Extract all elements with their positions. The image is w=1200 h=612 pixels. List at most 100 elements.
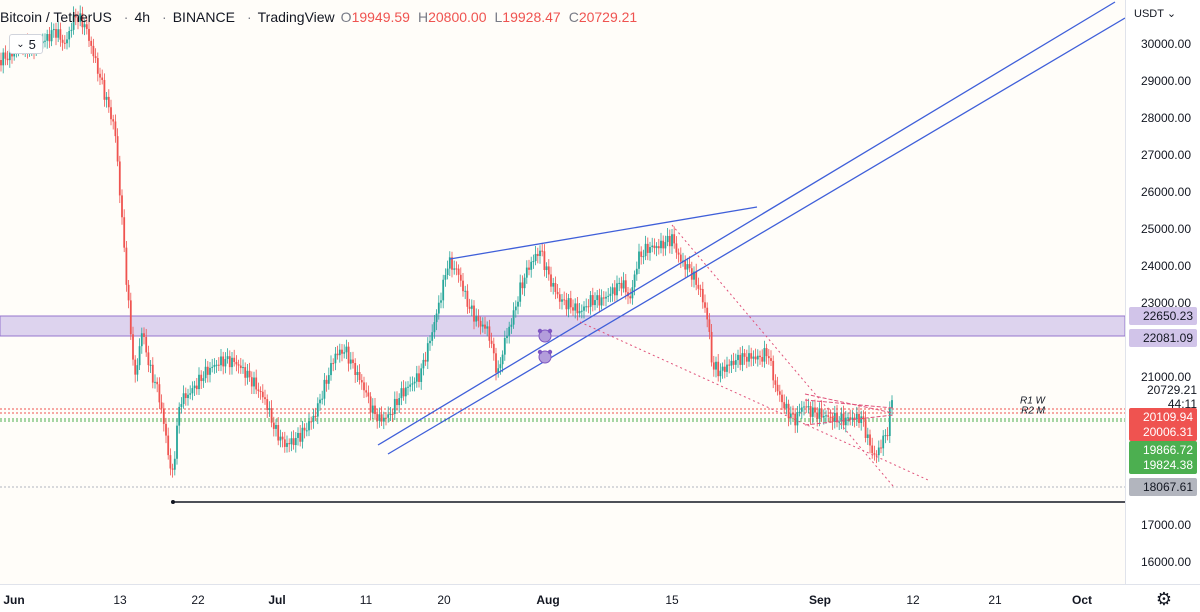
candle-body bbox=[545, 266, 548, 271]
candle-body bbox=[220, 356, 222, 366]
candle-body bbox=[259, 391, 262, 393]
candle-body bbox=[864, 419, 867, 438]
price-tick-label: 23000.00 bbox=[1140, 296, 1191, 310]
candle-body bbox=[818, 408, 821, 419]
price-axis[interactable]: USDT ⌄ 30000.00 29000.00 28000.00 27000.00 2… bbox=[1125, 0, 1200, 584]
candle-body bbox=[246, 370, 249, 378]
candle-body bbox=[589, 295, 592, 307]
candle-body bbox=[365, 390, 368, 393]
dotted-support-trendline[interactable] bbox=[579, 321, 929, 481]
resistance-zone[interactable] bbox=[0, 315, 1125, 337]
alarm-clock-icon[interactable] bbox=[537, 349, 553, 364]
candle-body bbox=[884, 435, 887, 437]
candle-body bbox=[88, 28, 90, 41]
candle-body bbox=[235, 361, 238, 365]
high-label: H bbox=[417, 9, 429, 25]
candle-body bbox=[693, 271, 695, 280]
candle-body bbox=[869, 434, 871, 446]
candle-body bbox=[686, 264, 689, 270]
time-axis[interactable]: Jun 13 22 Jul 11 20 Aug 15 Sep 12 21 Oct ⚙ bbox=[0, 584, 1200, 612]
candle-body bbox=[343, 352, 346, 354]
channel-lower-trendline[interactable] bbox=[387, 17, 1125, 455]
candle-body bbox=[882, 435, 885, 449]
upper-wedge-trendline[interactable] bbox=[449, 206, 758, 260]
price-chart[interactable] bbox=[0, 0, 1125, 584]
candle-body bbox=[490, 340, 493, 344]
candle-body bbox=[519, 282, 522, 302]
candle-body bbox=[253, 377, 255, 387]
candle-body bbox=[644, 243, 647, 257]
candle-body bbox=[308, 421, 310, 431]
bar-countdown: 44:11 bbox=[1167, 397, 1197, 411]
candle-body bbox=[506, 335, 508, 339]
wedge-lower-line[interactable] bbox=[804, 414, 894, 426]
candle-body bbox=[110, 107, 112, 120]
candle-body bbox=[576, 303, 579, 314]
candle-body bbox=[193, 385, 196, 389]
candle-body bbox=[803, 406, 805, 408]
chart-canvas[interactable]: Bitcoin / TetherUS · 4h · BINANCE · Trad… bbox=[0, 0, 1125, 584]
time-tick-label: Oct bbox=[1071, 593, 1093, 607]
candle-body bbox=[266, 399, 269, 411]
candle-body bbox=[70, 29, 73, 32]
candle-body bbox=[666, 235, 669, 243]
candle-body bbox=[811, 407, 814, 417]
candle-body bbox=[61, 39, 64, 43]
candle-body bbox=[426, 343, 429, 362]
candle-body bbox=[147, 352, 150, 366]
gear-icon[interactable]: ⚙ bbox=[1155, 589, 1172, 609]
candle-body bbox=[853, 417, 856, 420]
candle-body bbox=[440, 300, 442, 303]
candle-body bbox=[198, 374, 200, 390]
candle-body bbox=[710, 331, 713, 363]
candle-body bbox=[572, 307, 574, 311]
close-value: 20729.21 bbox=[578, 9, 638, 25]
candle-body bbox=[671, 234, 673, 247]
candle-body bbox=[820, 408, 823, 418]
price-level-label: 19824.38 bbox=[1129, 456, 1197, 474]
candle-body bbox=[721, 366, 724, 371]
candle-body bbox=[662, 240, 665, 249]
candle-body bbox=[8, 49, 11, 61]
candle-body bbox=[162, 408, 165, 424]
candle-body bbox=[204, 366, 207, 379]
candle-body bbox=[352, 359, 354, 364]
candle-body bbox=[77, 17, 79, 22]
dotted-resistance-trendline[interactable] bbox=[671, 224, 894, 487]
candle-body bbox=[888, 408, 891, 436]
candle-body bbox=[578, 311, 581, 314]
candle-body bbox=[616, 283, 618, 296]
interval-label[interactable]: 4h bbox=[134, 9, 151, 25]
symbol-legend[interactable]: Bitcoin / TetherUS · 4h · BINANCE · Trad… bbox=[0, 9, 645, 25]
candle-body bbox=[492, 343, 495, 354]
channel-upper-trendline[interactable] bbox=[377, 1, 1116, 446]
price-level-label: 19866.72 bbox=[1129, 441, 1197, 459]
candle-body bbox=[778, 391, 781, 395]
candle-body bbox=[704, 302, 706, 308]
wedge-mid-line[interactable] bbox=[804, 399, 894, 409]
candle-body bbox=[303, 427, 306, 431]
time-tick-label: Jun bbox=[3, 593, 25, 607]
candle-body bbox=[112, 119, 115, 122]
candle-body bbox=[389, 413, 392, 415]
candle-body bbox=[420, 368, 423, 382]
candle-body bbox=[336, 353, 339, 356]
currency-selector[interactable]: USDT ⌄ bbox=[1134, 7, 1176, 20]
candle-body bbox=[299, 432, 302, 442]
support-line-anchor[interactable] bbox=[171, 500, 175, 504]
candle-body bbox=[473, 305, 475, 322]
candle-body bbox=[393, 398, 396, 415]
candle-body bbox=[83, 24, 86, 28]
candle-body bbox=[310, 421, 313, 423]
candle-body bbox=[330, 363, 332, 376]
indicators-toggle-button[interactable]: ⌄ 5 bbox=[9, 34, 43, 54]
candle-body bbox=[741, 353, 744, 365]
candle-body bbox=[209, 367, 211, 375]
symbol-name[interactable]: Bitcoin / TetherUS bbox=[0, 9, 112, 25]
candle-body bbox=[341, 349, 343, 354]
candle-body bbox=[101, 77, 104, 81]
alarm-clock-icon[interactable] bbox=[537, 328, 553, 343]
candle-body bbox=[176, 425, 178, 459]
candle-body bbox=[459, 274, 462, 281]
candle-body bbox=[286, 443, 288, 447]
